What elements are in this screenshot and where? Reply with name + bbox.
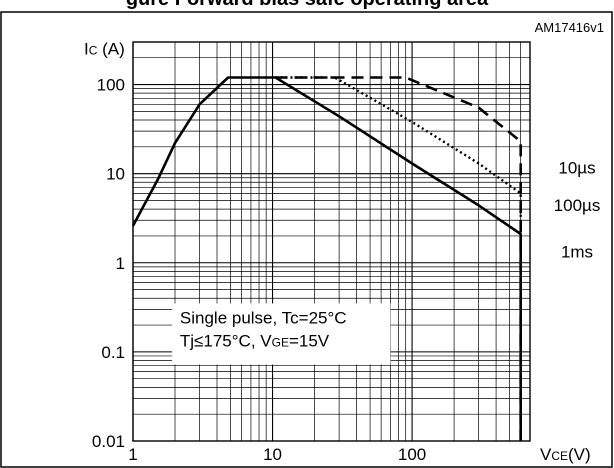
plot-frame <box>132 41 531 442</box>
y-tick-label: 0.1 <box>101 343 125 362</box>
x-tick-label: 1 <box>128 445 137 464</box>
x-axis-label: VCE(V) <box>540 445 591 464</box>
series-label: 1ms <box>561 242 593 261</box>
series-line-10s <box>275 76 522 441</box>
y-tick-label: 10 <box>106 165 125 184</box>
annotation-line-1: Single pulse, Tc=25°C <box>180 308 347 327</box>
figure-title: gure Forward bias safe operating area <box>0 0 614 11</box>
figure-title-strip: gure Forward bias safe operating area <box>0 0 614 12</box>
series-label: 10µs <box>558 159 595 178</box>
series-line-100s <box>275 76 522 441</box>
y-axis-label: IC (A) <box>84 40 125 59</box>
series-line-1ms <box>131 76 522 441</box>
y-tick-label: 100 <box>97 76 125 95</box>
y-tick-label: 0.01 <box>92 432 125 451</box>
annotation-box <box>171 303 391 365</box>
series-label: 100µs <box>554 196 601 215</box>
figure-id: AM17416v1 <box>534 20 604 35</box>
y-tick-label: 1 <box>116 254 125 273</box>
annotation-line-2: Tj≤175°C, VGE=15V <box>180 331 330 350</box>
figure-frame <box>0 11 613 468</box>
x-tick-label: 10 <box>263 445 282 464</box>
x-tick-label: 100 <box>398 445 426 464</box>
